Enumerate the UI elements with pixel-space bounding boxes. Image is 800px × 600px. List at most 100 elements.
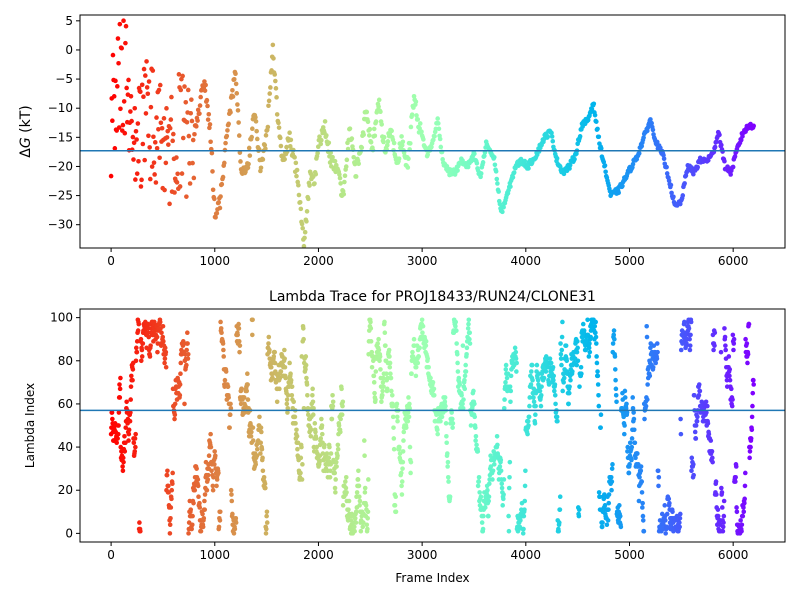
lambda-point: [223, 369, 229, 374]
lambda-point: [501, 405, 507, 411]
delta-g-point: [366, 133, 372, 138]
lambda-point: [468, 423, 474, 428]
lambda-point: [132, 449, 138, 454]
lambda-point: [611, 332, 617, 338]
lambda-point: [626, 470, 632, 476]
y-tick-label: −10: [48, 101, 73, 115]
lambda-point: [636, 498, 642, 504]
lambda-point: [632, 440, 638, 446]
lambda-point: [200, 524, 206, 530]
lambda-point: [339, 412, 345, 418]
lambda-point: [639, 490, 645, 495]
delta-g-point: [352, 161, 358, 167]
lambda-point: [513, 349, 519, 355]
delta-g-point: [154, 146, 160, 151]
lambda-point: [612, 367, 618, 372]
delta-g-point: [730, 164, 736, 170]
delta-g-point: [186, 133, 192, 139]
delta-g-point: [409, 112, 415, 117]
lambda-point: [467, 330, 473, 336]
lambda-point: [462, 386, 468, 392]
lambda-point: [138, 336, 144, 342]
lambda-point: [739, 522, 745, 528]
lambda-point: [497, 464, 503, 469]
delta-g-point: [246, 145, 252, 151]
lambda-point: [473, 425, 478, 430]
lambda-point: [596, 393, 601, 398]
lambda-point: [677, 520, 682, 525]
lambda-point: [120, 455, 126, 461]
delta-g-point: [152, 140, 158, 145]
lambda-point: [365, 526, 370, 532]
lambda-point: [148, 343, 153, 348]
lambda-point: [608, 474, 614, 480]
lambda-point: [373, 397, 378, 402]
delta-g-y-axis-label-delta: Δ: [18, 148, 34, 158]
delta-g-point: [385, 142, 390, 148]
delta-g-point: [436, 126, 442, 132]
delta-g-point: [164, 106, 169, 111]
lambda-point: [630, 395, 635, 400]
delta-g-point: [184, 194, 189, 199]
delta-g-point: [216, 200, 222, 205]
x-tick-label: 1000: [200, 548, 231, 562]
lambda-point: [712, 343, 717, 348]
delta-g-point: [187, 181, 193, 186]
x-tick-label: 1000: [200, 254, 231, 268]
lambda-point: [631, 416, 637, 422]
lambda-point: [268, 364, 274, 370]
lambda-point: [208, 444, 214, 450]
lambda-point: [467, 336, 472, 342]
lambda-point: [190, 513, 195, 519]
delta-g-point: [182, 84, 187, 89]
lambda-point: [197, 505, 203, 510]
lambda-point: [721, 520, 726, 525]
lambda-point: [612, 336, 617, 342]
delta-g-point: [120, 122, 126, 128]
delta-g-point: [197, 111, 202, 116]
lambda-point: [678, 347, 684, 353]
lambda-point: [744, 341, 750, 346]
lambda-point: [188, 507, 194, 512]
delta-g-point: [680, 193, 686, 198]
lambda-point: [677, 515, 683, 521]
delta-g-point: [333, 162, 339, 168]
delta-g-point: [178, 87, 184, 93]
lambda-point: [507, 384, 513, 389]
delta-g-point: [133, 177, 138, 182]
lambda-point: [710, 455, 715, 461]
lambda-point: [443, 421, 449, 426]
lambda-point: [380, 393, 385, 398]
lambda-point: [506, 513, 511, 519]
delta-g-point: [210, 187, 216, 193]
lambda-point: [120, 464, 125, 469]
lambda-point: [445, 459, 451, 465]
lambda-point: [560, 388, 566, 394]
delta-g-point: [273, 86, 279, 91]
lambda-point: [300, 462, 305, 467]
lambda-point: [324, 451, 330, 456]
lambda-point: [403, 425, 409, 430]
lambda-point: [454, 341, 459, 346]
lambda-point: [695, 414, 700, 420]
delta-g-point: [202, 79, 207, 84]
lambda-point: [288, 371, 293, 377]
lambda-point: [261, 474, 267, 480]
lambda-point: [445, 474, 451, 480]
lambda-point: [372, 390, 377, 396]
delta-g-point: [111, 94, 117, 99]
lambda-point: [538, 403, 544, 409]
delta-g-point: [296, 192, 302, 198]
delta-g-point: [480, 160, 486, 165]
delta-g-point: [126, 77, 131, 83]
delta-g-point: [712, 144, 718, 150]
lambda-point: [311, 405, 316, 411]
delta-g-point: [296, 182, 301, 188]
lambda-point: [299, 477, 305, 482]
delta-g-point: [328, 150, 333, 156]
lambda-point: [184, 347, 189, 353]
delta-g-point: [602, 163, 608, 168]
delta-g-point: [156, 87, 162, 93]
lambda-points: [108, 317, 756, 536]
lambda-point: [259, 446, 265, 452]
